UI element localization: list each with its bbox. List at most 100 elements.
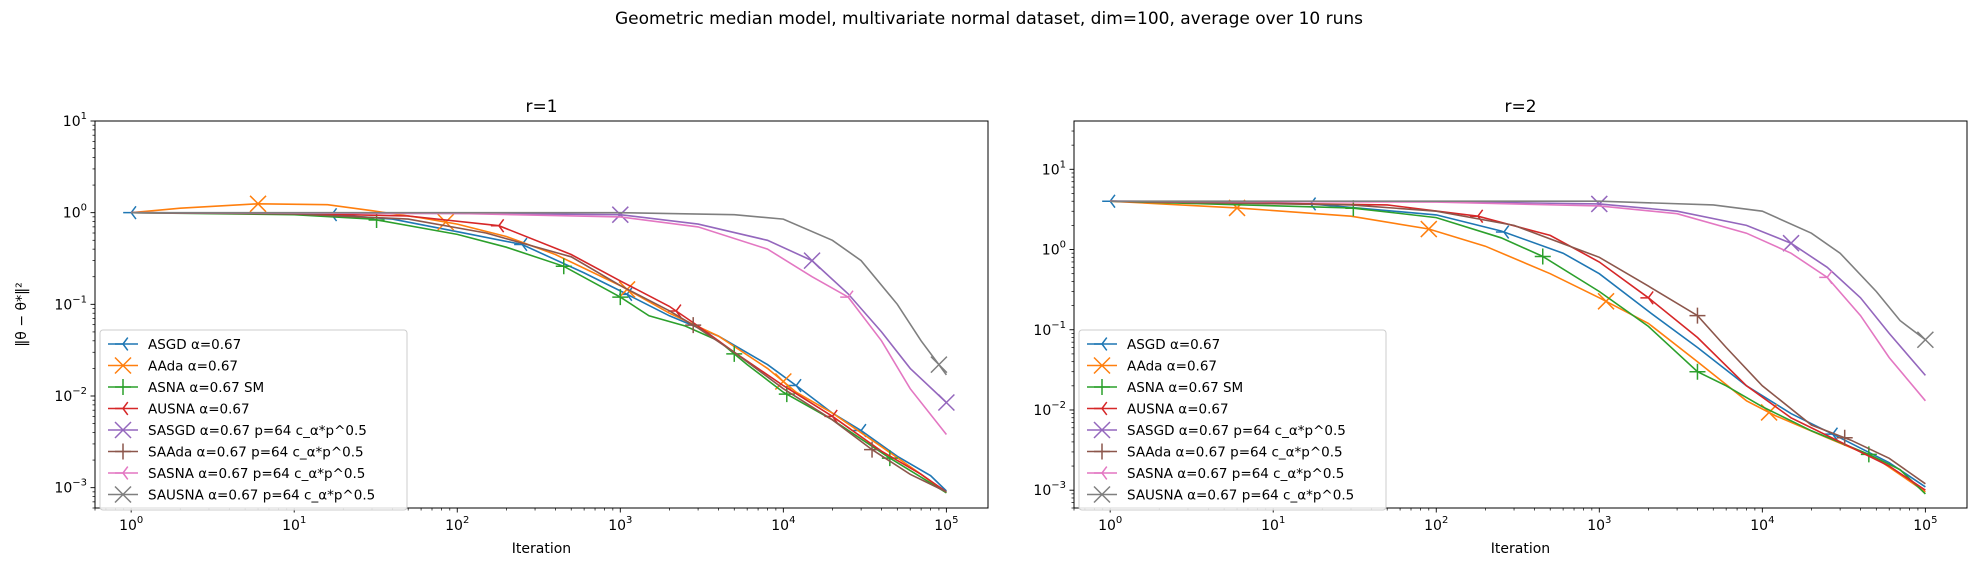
x-tick-label: 102	[1424, 515, 1448, 534]
legend-label: ASNA α=0.67 SM	[148, 380, 264, 396]
series-marker	[437, 213, 455, 231]
legend-label: AAda α=0.67	[1127, 359, 1217, 375]
x-tick-label: 104	[771, 515, 795, 534]
series-line-2	[131, 202, 947, 494]
series-line-4	[131, 211, 947, 493]
series-line-5	[1110, 200, 1927, 376]
y-tick-label: 10−2	[1033, 400, 1066, 419]
series-marker	[864, 441, 881, 458]
legend-item: SAUSNA α=0.67 p=64 c_α*p^0.5	[1087, 485, 1354, 504]
x-tick-label: 105	[1913, 515, 1937, 534]
series-marker	[1534, 248, 1551, 265]
x-axis-label: Iteration	[512, 541, 571, 557]
series-line-7	[1110, 200, 1927, 402]
panels-container: r=1 100 101 102 103 104 105 10−3 10−2 10−1 100 101 I…	[14, 97, 1968, 557]
series-marker	[1836, 429, 1853, 446]
legend-label: SAAda α=0.67 p=64 c_α*p^0.5	[1127, 445, 1343, 461]
legend-label: SASNA α=0.67 p=64 c_α*p^0.5	[1127, 466, 1344, 482]
legend-item: AUSNA α=0.67	[108, 402, 250, 418]
legend-item: SASNA α=0.67 p=64 c_α*p^0.5	[1087, 466, 1344, 482]
x-tick-label: 101	[282, 515, 306, 534]
legend-item: ASNA α=0.67 SM	[108, 379, 264, 396]
legend-label: ASGD α=0.67	[148, 337, 241, 353]
axes-frame	[1073, 120, 1968, 509]
legend: ASGD α=0.67 AAda α=0.67 ASNA α=0.67 SM AUSN…	[99, 329, 408, 511]
legend-label: SASGD α=0.67 p=64 c_α*p^0.5	[1127, 423, 1346, 439]
x-tick-label: 102	[445, 515, 469, 534]
legend-item: AAda α=0.67	[108, 356, 238, 375]
series-marker	[1689, 363, 1706, 380]
y-tick-label: 100	[63, 203, 87, 222]
legend-item: AUSNA α=0.67	[1087, 402, 1229, 418]
series-marker	[249, 195, 267, 213]
series-line-8	[1110, 200, 1926, 341]
x-tick-label: 103	[1587, 515, 1611, 534]
series-marker	[1345, 200, 1362, 217]
legend-item: ASGD α=0.67	[108, 337, 241, 353]
series-marker	[1597, 292, 1615, 310]
series-marker	[1640, 290, 1654, 305]
legend-item: SASGD α=0.67 p=64 c_α*p^0.5	[108, 421, 367, 439]
legend-item: SAAda α=0.67 p=64 c_α*p^0.5	[1087, 443, 1343, 461]
x-tick-label: 101	[1261, 515, 1285, 534]
y-tick-label: 10−1	[54, 294, 87, 313]
series-marker	[1590, 195, 1608, 213]
legend-item: SAUSNA α=0.67 p=64 c_α*p^0.5	[108, 485, 375, 504]
series-marker	[1102, 194, 1116, 209]
series-line-3	[131, 211, 947, 494]
series-marker	[1916, 331, 1934, 349]
legend-item: ASNA α=0.67 SM	[1087, 379, 1243, 396]
series-marker	[555, 258, 572, 275]
x-tick-label: 103	[608, 515, 632, 534]
series-line-6	[131, 211, 947, 493]
series-marker	[840, 290, 854, 304]
legend-label: SAAda α=0.67 p=64 c_α*p^0.5	[148, 445, 364, 461]
figure-suptitle: Geometric median model, multivariate nor…	[615, 9, 1363, 29]
subplot-title: r=1	[525, 97, 557, 117]
y-tick-label: 101	[63, 111, 87, 130]
series-marker	[611, 206, 629, 224]
series-marker	[788, 378, 802, 393]
legend-label: ASGD α=0.67	[1127, 337, 1220, 353]
series-marker	[726, 345, 743, 362]
series-marker	[612, 289, 629, 306]
series-marker	[1782, 234, 1800, 252]
series-marker	[1420, 220, 1438, 238]
legend-label: SASNA α=0.67 p=64 c_α*p^0.5	[148, 466, 365, 482]
series-line-5	[131, 211, 947, 404]
y-tick-label: 101	[1042, 159, 1066, 178]
legend-label: AUSNA α=0.67	[148, 402, 250, 418]
y-axis-label: ‖θ − θ*‖²	[14, 282, 30, 346]
series-line-3	[1110, 200, 1926, 495]
series-line-7	[131, 211, 948, 435]
subplot-2: r=2 100 101 102 103 104 105 10−3 10−2 10−1 100 101 I…	[1033, 97, 1968, 557]
legend-label: ASNA α=0.67 SM	[1127, 380, 1243, 396]
series-marker	[368, 211, 385, 228]
legend-item: SAAda α=0.67 p=64 c_α*p^0.5	[108, 443, 364, 461]
series-marker	[1689, 307, 1706, 324]
x-tick-label: 100	[1098, 515, 1122, 534]
series-line-8	[131, 211, 948, 376]
y-tick-label: 10−2	[54, 386, 87, 405]
legend-item: SASGD α=0.67 p=64 c_α*p^0.5	[1087, 421, 1346, 439]
series-marker	[685, 317, 702, 334]
x-tick-label: 100	[119, 515, 143, 534]
series-marker	[1819, 270, 1833, 285]
y-tick-label: 10−1	[1033, 320, 1066, 339]
legend-item: ASGD α=0.67	[1087, 337, 1220, 353]
subplot-title: r=2	[1504, 97, 1536, 117]
series-marker	[930, 356, 948, 374]
subplot-1: r=1 100 101 102 103 104 105 10−3 10−2 10−1 100 101 I…	[14, 97, 989, 557]
legend-label: SAUSNA α=0.67 p=64 c_α*p^0.5	[148, 488, 375, 504]
legend-item: SASNA α=0.67 p=64 c_α*p^0.5	[108, 466, 365, 482]
y-tick-label: 10−3	[1033, 480, 1066, 499]
y-tick-label: 10−3	[54, 478, 87, 497]
x-axis-label: Iteration	[1491, 541, 1550, 557]
x-tick-label: 104	[1750, 515, 1774, 534]
series-line-4	[1110, 200, 1926, 491]
series-group	[1102, 194, 1934, 495]
series-marker	[803, 252, 821, 270]
series-group	[123, 195, 955, 494]
legend-label: SASGD α=0.67 p=64 c_α*p^0.5	[148, 423, 367, 439]
